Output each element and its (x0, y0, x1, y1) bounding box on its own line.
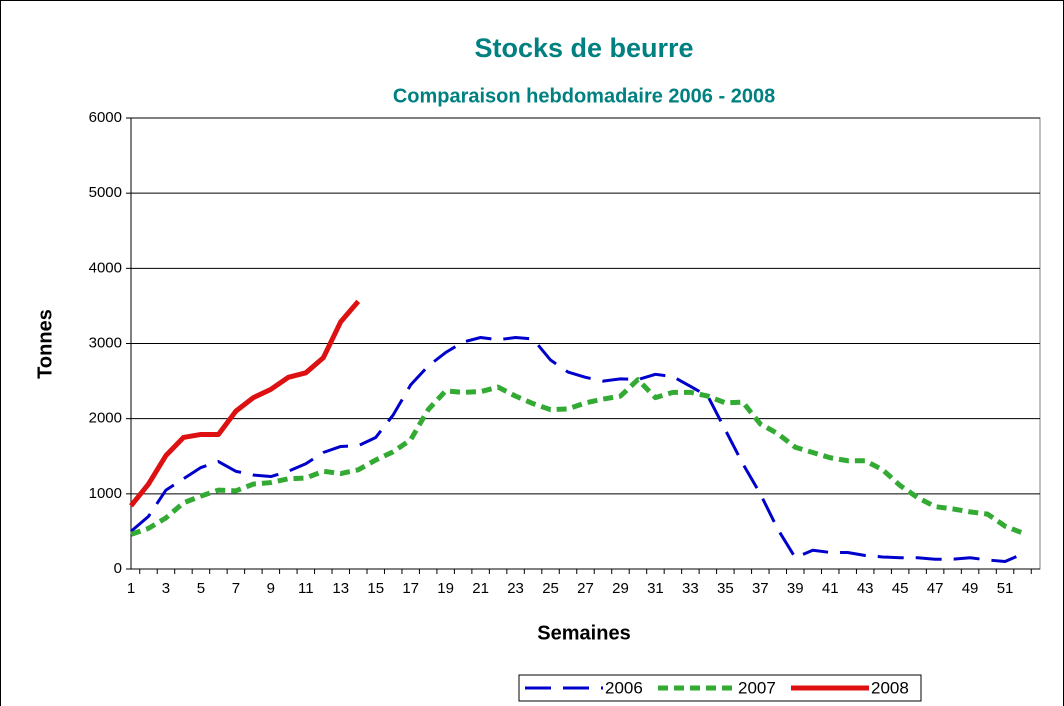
x-tick-label: 35 (717, 580, 734, 597)
x-tick-label: 5 (197, 580, 205, 597)
x-tick-label: 29 (612, 580, 629, 597)
legend-label: 2006 (605, 678, 643, 697)
chart-subtitle: Comparaison hebdomadaire 2006 - 2008 (393, 85, 775, 107)
series-line (130, 377, 1024, 537)
x-tick-label: 19 (437, 580, 454, 597)
x-tick-label: 13 (332, 580, 349, 597)
y-tick-label: 1000 (89, 485, 122, 502)
x-tick-label: 33 (682, 580, 699, 597)
y-tick-label: 2000 (89, 410, 122, 427)
series-line (129, 299, 361, 508)
chart-title: Stocks de beurre (474, 33, 693, 63)
x-axis-label: Semaines (537, 622, 630, 644)
x-tick-label: 23 (507, 580, 524, 597)
y-axis-label: Tonnes (34, 309, 56, 379)
legend-label: 2007 (738, 678, 776, 697)
y-tick-label: 5000 (89, 184, 122, 201)
x-tick-label: 47 (927, 580, 944, 597)
x-tick-label: 43 (857, 580, 874, 597)
x-tick-label: 49 (962, 580, 979, 597)
x-tick-label: 17 (402, 580, 419, 597)
legend-label: 2008 (871, 678, 909, 697)
x-tick-label: 1 (127, 580, 135, 597)
y-tick-label: 0 (114, 560, 122, 577)
y-tick-label: 4000 (89, 259, 122, 276)
x-tick-label: 51 (997, 580, 1014, 597)
x-tick-label: 37 (752, 580, 769, 597)
x-tick-label: 9 (267, 580, 275, 597)
x-tick-label: 45 (892, 580, 909, 597)
series-line (130, 335, 1024, 563)
x-tick-label: 21 (472, 580, 489, 597)
x-tick-label: 31 (647, 580, 664, 597)
x-tick-label: 7 (232, 580, 240, 597)
y-tick-label: 6000 (89, 109, 122, 126)
y-tick-label: 3000 (89, 334, 122, 351)
x-tick-label: 41 (822, 580, 839, 597)
x-tick-label: 15 (367, 580, 384, 597)
x-tick-label: 11 (298, 580, 314, 597)
x-tick-label: 39 (787, 580, 804, 597)
x-tick-label: 3 (162, 580, 170, 597)
x-tick-label: 25 (542, 580, 559, 597)
x-tick-label: 27 (577, 580, 594, 597)
